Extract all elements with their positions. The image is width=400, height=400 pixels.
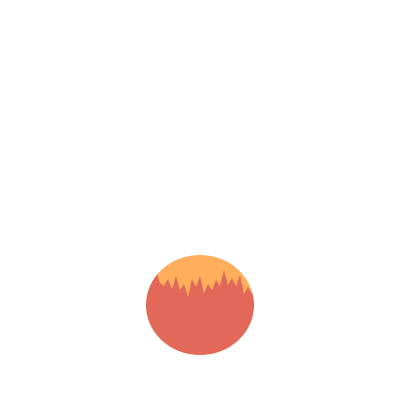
circle-group: [146, 255, 254, 355]
flame-wave-layer: [146, 270, 254, 355]
